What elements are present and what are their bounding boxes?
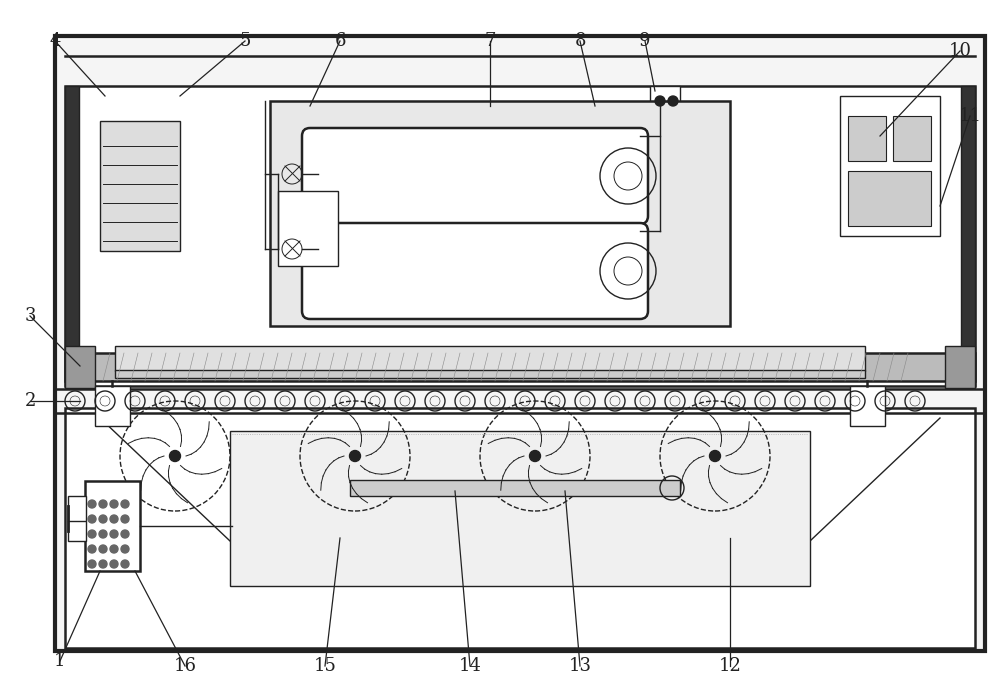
Bar [55,36,985,651]
Bar [65,353,975,381]
Bar [850,386,885,426]
Bar [893,116,931,161]
Circle shape [668,96,678,106]
Bar [85,481,140,571]
FancyBboxPatch shape [302,223,648,319]
Bar [230,431,810,586]
Circle shape [99,560,107,568]
Bar [840,96,940,236]
Text: 1: 1 [54,652,66,670]
Circle shape [110,545,118,553]
Circle shape [350,450,360,461]
Circle shape [99,545,107,553]
Text: 13: 13 [568,657,592,675]
Text: 12: 12 [719,657,741,675]
Bar [278,191,338,266]
Text: 6: 6 [334,32,346,50]
Bar [350,480,680,496]
Circle shape [99,500,107,508]
Bar [68,496,86,541]
Bar [65,86,79,386]
FancyBboxPatch shape [302,128,648,224]
Bar [115,346,865,371]
Circle shape [110,530,118,538]
Circle shape [655,96,665,106]
Bar [961,86,975,386]
Bar [945,346,975,388]
Bar [848,116,886,161]
Circle shape [88,515,96,523]
Bar [95,386,130,426]
Bar [65,86,975,386]
Bar [100,121,180,251]
Circle shape [99,515,107,523]
Circle shape [110,515,118,523]
Text: 11: 11 [958,107,982,125]
Bar [848,171,931,226]
Circle shape [121,530,129,538]
Circle shape [170,450,180,461]
Circle shape [710,450,720,461]
Text: 16: 16 [174,657,196,675]
Text: 15: 15 [314,657,336,675]
Bar [65,408,975,648]
Text: 7: 7 [484,32,496,50]
Circle shape [121,515,129,523]
Text: 3: 3 [24,307,36,325]
Text: 9: 9 [639,32,651,50]
Circle shape [110,500,118,508]
Circle shape [121,545,129,553]
Bar [65,346,95,388]
Circle shape [530,450,540,461]
Circle shape [99,530,107,538]
Circle shape [121,560,129,568]
Text: 8: 8 [574,32,586,50]
Circle shape [121,500,129,508]
Circle shape [110,560,118,568]
Circle shape [88,500,96,508]
Text: 10: 10 [948,42,972,60]
Text: 5: 5 [239,32,251,50]
Circle shape [88,530,96,538]
Circle shape [88,545,96,553]
Bar [115,370,865,378]
Bar [270,101,730,326]
Text: 2: 2 [24,392,36,410]
Text: 4: 4 [49,32,61,50]
Circle shape [88,560,96,568]
Text: 14: 14 [459,657,481,675]
Bar [650,86,680,116]
